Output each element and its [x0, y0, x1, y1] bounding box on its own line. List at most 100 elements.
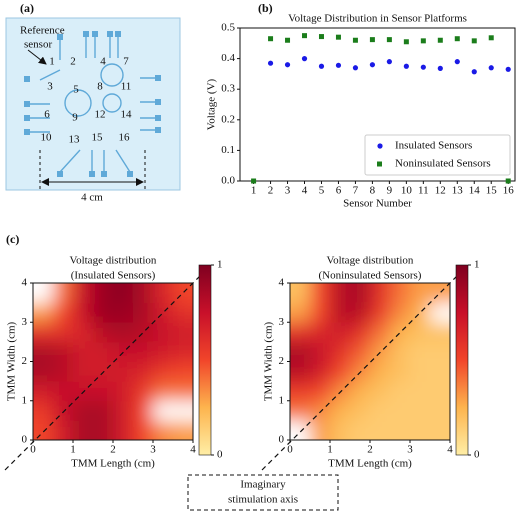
heatmap-cell	[310, 381, 331, 402]
heatmap-cell	[370, 283, 391, 304]
x-tick-label: 5	[319, 185, 325, 197]
heatmap-cell	[410, 381, 431, 402]
heatmap-cell	[350, 400, 371, 421]
y-tick-label: 0	[279, 434, 285, 446]
heatmap-cell	[350, 341, 371, 362]
heatmap-cell	[330, 322, 351, 343]
point	[335, 62, 342, 68]
point	[369, 62, 376, 68]
heatmap-cell	[53, 341, 74, 362]
heatmap-cell	[290, 400, 311, 421]
heatmap-cell	[290, 341, 311, 362]
heatmap-cell	[153, 341, 174, 362]
point	[267, 60, 274, 66]
heatmap-cell	[330, 283, 351, 304]
heatmap-cell	[430, 361, 450, 382]
sensor-platform	[5, 17, 181, 192]
sensor-label: 11	[121, 81, 132, 93]
heatmap-cell	[73, 400, 94, 421]
x-tick-label: 4	[447, 444, 453, 456]
heatmap-cell	[153, 322, 174, 343]
annotation: stimulation axis	[228, 494, 298, 506]
sensor-label: 8	[97, 81, 103, 93]
heatmap-cell	[133, 361, 154, 382]
heatmap-field	[33, 283, 193, 440]
heatmap-cell	[173, 420, 193, 440]
point	[352, 37, 358, 43]
heatmap-cell	[410, 361, 431, 382]
y-tick-label: 2	[22, 355, 28, 367]
x-axis-label: TMM Length (cm)	[71, 458, 155, 470]
heatmap-cell	[133, 341, 154, 362]
x-tick-label: 15	[486, 185, 498, 197]
sensor-label: 14	[121, 109, 133, 121]
heatmap-cell	[113, 420, 134, 440]
heatmap-cell	[53, 381, 74, 402]
legend-box	[364, 134, 511, 176]
heatmap-cell	[430, 381, 450, 402]
y-tick-label: 3	[22, 316, 28, 328]
heatmap-cell	[53, 361, 74, 382]
heatmap-cell	[290, 361, 311, 382]
heatmap-cell	[430, 322, 450, 343]
heatmap-cell	[390, 400, 411, 421]
heatmap-cell	[430, 302, 450, 323]
colorbar-tick-label: 1	[217, 259, 223, 271]
heatmap	[33, 283, 193, 440]
heatmap-cell	[173, 381, 193, 402]
heatmap-cell	[390, 341, 411, 362]
point	[301, 56, 308, 62]
heatmap-cell	[133, 302, 154, 323]
x-tick-label: 0	[30, 444, 36, 456]
heatmap-cell	[133, 400, 154, 421]
y-tick-label: 0.4	[221, 52, 235, 64]
heatmap-cell	[290, 420, 311, 440]
heatmap-cell	[173, 302, 193, 323]
heatmap-cell	[350, 420, 371, 440]
x-tick-label: 14	[469, 185, 481, 197]
sensor-label: 3	[47, 81, 53, 93]
legend-label: Insulated Sensors	[395, 140, 472, 152]
heatmap-cell	[310, 361, 331, 382]
point	[403, 39, 409, 45]
legend-label: Noninsulated Sensors	[395, 158, 491, 170]
chart-title: (Noninsulated Sensors)	[319, 270, 422, 282]
y-tick-label: 0.2	[221, 113, 235, 125]
heatmap-cell	[33, 341, 54, 362]
heatmap-cell	[153, 420, 174, 440]
heatmap-cell	[113, 361, 134, 382]
heatmap-cell	[73, 322, 94, 343]
y-tick-label: 0	[22, 434, 28, 446]
heatmap-cell	[410, 283, 431, 304]
heatmap-cell	[93, 302, 114, 323]
heatmap-cell	[290, 381, 311, 402]
point	[302, 33, 308, 39]
heatmap-cell	[153, 302, 174, 323]
heatmap-cell	[113, 381, 134, 402]
annotation-box	[187, 474, 339, 511]
x-tick-label: 1	[251, 185, 257, 197]
heatmap-cell	[53, 322, 74, 343]
heatmap-cell	[33, 381, 54, 402]
y-tick-label: 0.1	[221, 144, 235, 156]
heatmap-cell	[410, 420, 431, 440]
heatmap-cell	[113, 322, 134, 343]
heatmap	[290, 283, 450, 440]
x-tick-label: 2	[268, 185, 274, 197]
heatmap-cell	[173, 322, 193, 343]
heatmap-cell	[310, 420, 331, 440]
point	[437, 37, 443, 43]
sensor-label: 9	[72, 112, 78, 124]
y-axis-label: TMM Width (cm)	[6, 321, 18, 401]
heatmap-cell	[93, 322, 114, 343]
y-tick-label: 0.5	[221, 22, 235, 34]
point	[369, 37, 375, 43]
x-tick-label: 6	[336, 185, 342, 197]
point	[386, 59, 392, 65]
heatmap-cell	[53, 302, 74, 323]
heatmap-cell	[370, 361, 391, 382]
heatmap-field	[290, 283, 450, 440]
heatmap-cell	[370, 381, 391, 402]
x-tick-label: 12	[435, 185, 446, 197]
heatmap-cell	[53, 400, 74, 421]
